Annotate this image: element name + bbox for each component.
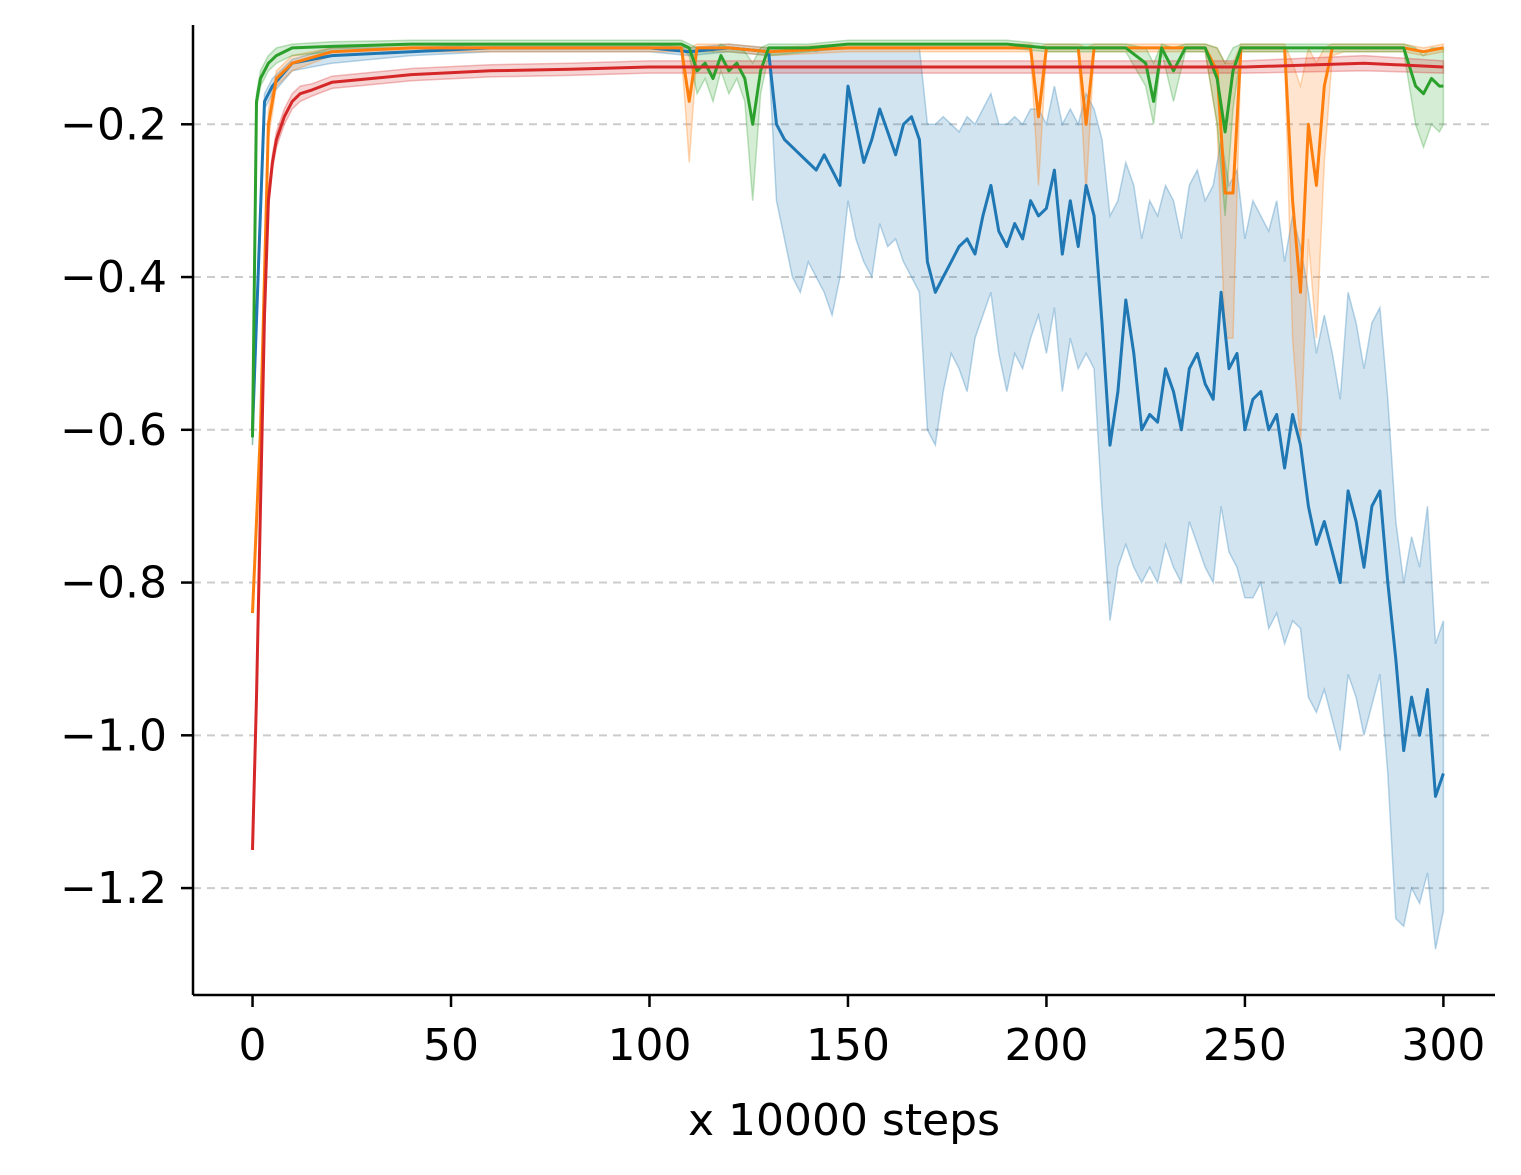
y-tick-label-2: −0.8	[60, 558, 167, 609]
x-tick-label-3: 150	[806, 1020, 890, 1071]
axes	[191, 25, 1495, 997]
y-tick-label-0: −1.2	[60, 863, 167, 914]
x-ticks: 0 50 100 150 200 250 300	[239, 995, 1485, 1071]
series-lines	[251, 42, 1445, 850]
y-tick-label-3: −0.6	[60, 405, 167, 456]
y-tick-label-4: −0.4	[60, 252, 167, 303]
confidence-bands	[251, 39, 1445, 950]
series-0-band	[251, 43, 1445, 950]
y-tick-label-1: −1.0	[60, 710, 167, 761]
x-tick-label-2: 100	[608, 1020, 692, 1071]
series-3-line	[251, 61, 1444, 850]
y-ticks: −1.2 −1.0 −0.8 −0.6 −0.4 −0.2	[60, 99, 193, 914]
y-tick-label-5: −0.2	[60, 99, 167, 150]
series-2-line	[251, 42, 1444, 438]
x-tick-label-6: 300	[1401, 1020, 1485, 1071]
series-2-band	[251, 39, 1445, 446]
x-axis-label: x 10000 steps	[688, 1095, 1000, 1146]
x-tick-label-4: 200	[1004, 1020, 1088, 1071]
x-tick-label-0: 0	[239, 1020, 267, 1071]
x-tick-label-1: 50	[423, 1020, 479, 1071]
series-0-line	[251, 46, 1445, 798]
x-tick-label-5: 250	[1203, 1020, 1287, 1071]
